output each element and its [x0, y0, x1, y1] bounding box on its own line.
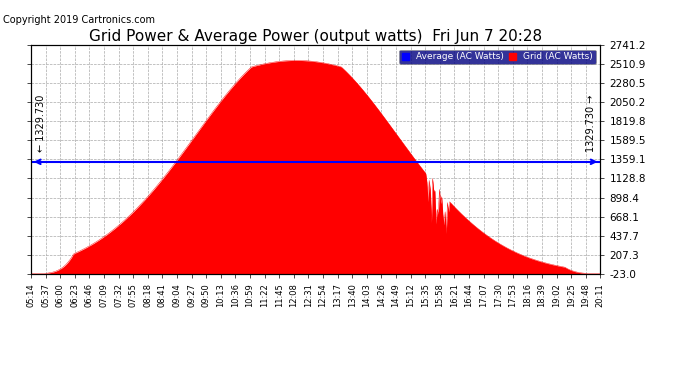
Text: 1329.730 →: 1329.730 →: [586, 94, 595, 152]
Title: Grid Power & Average Power (output watts)  Fri Jun 7 20:28: Grid Power & Average Power (output watts…: [89, 29, 542, 44]
Legend: Average (AC Watts), Grid (AC Watts): Average (AC Watts), Grid (AC Watts): [400, 50, 595, 64]
Text: Copyright 2019 Cartronics.com: Copyright 2019 Cartronics.com: [3, 15, 155, 25]
Text: ← 1329.730: ← 1329.730: [36, 94, 46, 152]
